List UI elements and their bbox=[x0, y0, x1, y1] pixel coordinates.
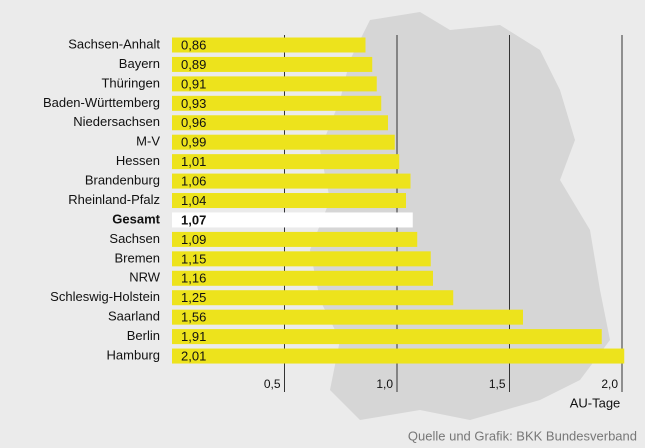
value-label: 0,99 bbox=[181, 135, 206, 150]
bar bbox=[172, 134, 395, 150]
source: Quelle und Grafik: BKK Bundesverband bbox=[408, 428, 637, 443]
bar bbox=[172, 309, 523, 325]
value-label: 1,56 bbox=[181, 310, 206, 325]
x-axis-label: AU-Tage bbox=[570, 395, 621, 410]
x-tick-label: 0,5 bbox=[264, 377, 281, 391]
category-label: M-V bbox=[136, 134, 160, 149]
value-label: 1,16 bbox=[181, 271, 206, 286]
value-label: 0,89 bbox=[181, 57, 206, 72]
bar bbox=[172, 95, 382, 111]
category-label: NRW bbox=[129, 270, 161, 285]
value-label: 1,09 bbox=[181, 232, 206, 247]
value-label: 1,01 bbox=[181, 154, 206, 169]
category-label: Niedersachsen bbox=[73, 114, 160, 129]
category-label: Hessen bbox=[116, 153, 160, 168]
x-tick-label: 1,5 bbox=[489, 377, 506, 391]
value-label: 0,91 bbox=[181, 76, 206, 91]
category-label: Sachsen bbox=[109, 231, 160, 246]
category-label: Thüringen bbox=[101, 75, 160, 90]
category-label: Saarland bbox=[108, 309, 160, 324]
x-tick-label: 1,0 bbox=[376, 377, 393, 391]
category-label: Schleswig-Holstein bbox=[50, 289, 160, 304]
bar bbox=[172, 56, 373, 72]
value-label: 1,07 bbox=[181, 212, 206, 227]
category-label: Bremen bbox=[114, 250, 160, 265]
bar bbox=[172, 193, 406, 209]
value-label: 0,86 bbox=[181, 37, 206, 52]
bar bbox=[172, 348, 625, 364]
bar bbox=[172, 37, 366, 53]
bar bbox=[172, 173, 411, 189]
category-label: Gesamt bbox=[112, 211, 160, 226]
value-label: 1,04 bbox=[181, 193, 206, 208]
value-label: 0,96 bbox=[181, 115, 206, 130]
bar bbox=[172, 251, 431, 267]
bar bbox=[172, 231, 418, 247]
category-label: Berlin bbox=[127, 328, 160, 343]
bar bbox=[172, 329, 602, 345]
value-label: 1,91 bbox=[181, 329, 206, 344]
bar bbox=[172, 290, 454, 306]
bar bbox=[172, 76, 377, 92]
bar bbox=[172, 212, 413, 228]
category-label: Hamburg bbox=[107, 347, 160, 362]
category-label: Sachsen-Anhalt bbox=[68, 36, 160, 51]
value-label: 1,06 bbox=[181, 174, 206, 189]
x-tick-label: 2,0 bbox=[601, 377, 618, 391]
value-label: 2,01 bbox=[181, 348, 206, 363]
bar bbox=[172, 115, 388, 131]
value-label: 1,15 bbox=[181, 251, 206, 266]
category-label: Bayern bbox=[119, 56, 160, 71]
value-label: 0,93 bbox=[181, 96, 206, 111]
bar bbox=[172, 154, 400, 170]
bar bbox=[172, 270, 433, 286]
category-label: Brandenburg bbox=[85, 173, 160, 188]
value-label: 1,25 bbox=[181, 290, 206, 305]
category-label: Baden-Württemberg bbox=[43, 95, 160, 110]
category-label: Rheinland-Pfalz bbox=[68, 192, 160, 207]
